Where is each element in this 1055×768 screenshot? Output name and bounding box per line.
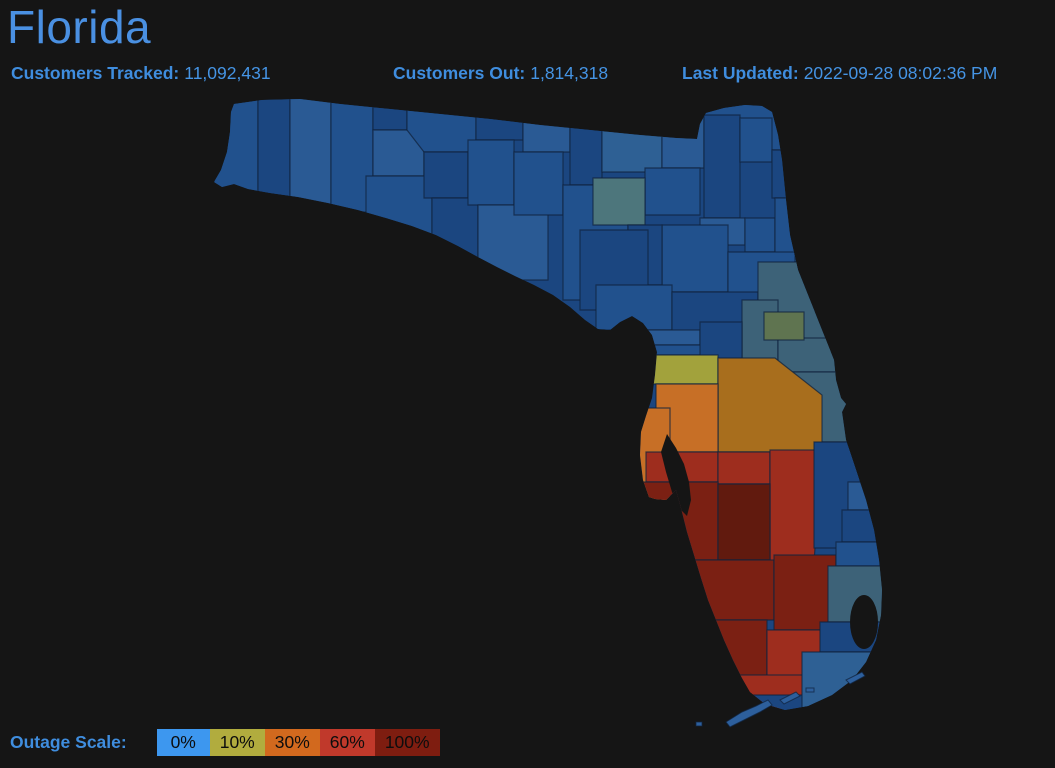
county-madison[interactable] <box>601 104 663 173</box>
county-duval[interactable] <box>771 149 841 199</box>
county-gulf[interactable] <box>431 197 479 259</box>
county-hernando[interactable] <box>636 344 707 356</box>
county-st-lucie[interactable] <box>841 509 915 543</box>
county-franklin[interactable] <box>477 204 549 281</box>
county-bay[interactable] <box>365 175 433 241</box>
outage-scale-label: Outage Scale: <box>10 732 127 752</box>
legend-swatch-100: 100% <box>374 729 440 756</box>
county-brevard[interactable] <box>847 344 925 483</box>
county-monroe-keys[interactable] <box>695 671 866 728</box>
legend-swatch-10: 10% <box>209 729 265 756</box>
county-wakulla[interactable] <box>513 151 564 216</box>
county-citrus[interactable] <box>633 329 701 346</box>
county-okaloosa[interactable] <box>289 92 332 207</box>
county-calhoun[interactable] <box>423 151 469 199</box>
page-title: Florida <box>7 1 152 53</box>
customers-tracked-label: Customers Tracked: <box>11 63 180 83</box>
legend-swatch-0: 0% <box>156 729 210 756</box>
last-updated-value: 2022-09-28 08:02:36 PM <box>803 63 998 83</box>
customers-out-value: 1,814,318 <box>530 63 609 83</box>
county-jefferson[interactable] <box>569 92 603 186</box>
customers-out-stat: Customers Out: 1,814,318 <box>393 63 608 84</box>
county-st-johns[interactable] <box>811 197 863 286</box>
county-seminole[interactable] <box>763 311 805 341</box>
county-desoto[interactable] <box>717 483 771 561</box>
legend-swatch-30: 30% <box>264 729 320 756</box>
county-liberty[interactable] <box>467 139 515 206</box>
lake-okeechobee <box>850 595 878 649</box>
county-hardee[interactable] <box>717 451 771 485</box>
county-escambia[interactable] <box>214 92 259 197</box>
county-pasco[interactable] <box>637 354 719 385</box>
outage-scale-legend: Outage Scale: 0% 10% 30% 60% 100% <box>10 729 440 756</box>
county-baker[interactable] <box>739 117 773 163</box>
county-orange[interactable] <box>777 337 849 373</box>
county-alachua[interactable] <box>661 224 729 293</box>
county-columbia[interactable] <box>703 114 741 219</box>
county-holmes[interactable] <box>372 92 408 131</box>
customers-tracked-value: 11,092,431 <box>184 63 271 83</box>
customers-out-label: Customers Out: <box>393 63 526 83</box>
last-updated-stat: Last Updated: 2022-09-28 08:02:36 PM <box>682 63 997 84</box>
last-updated-label: Last Updated: <box>682 63 799 83</box>
county-suwannee[interactable] <box>644 167 701 216</box>
outage-scale-swatches: 0% 10% 30% 60% 100% <box>156 729 440 756</box>
county-jackson[interactable] <box>406 92 477 153</box>
county-hamilton[interactable] <box>661 107 705 169</box>
customers-tracked-stat: Customers Tracked: 11,092,431 <box>11 63 271 84</box>
county-martin[interactable] <box>835 541 910 567</box>
county-gadsden[interactable] <box>475 92 524 141</box>
county-charlotte[interactable] <box>679 559 775 621</box>
county-santa-rosa[interactable] <box>257 92 291 201</box>
legend-swatch-60: 60% <box>319 729 375 756</box>
county-lafayette[interactable] <box>592 177 646 226</box>
county-bradford[interactable] <box>744 217 776 253</box>
county-leon[interactable] <box>522 92 571 153</box>
county-miami-dade[interactable] <box>801 651 890 715</box>
county-glades[interactable] <box>773 554 837 631</box>
tampa-bay-water <box>661 434 691 516</box>
county-levy[interactable] <box>595 284 673 331</box>
county-indian-river[interactable] <box>847 481 920 511</box>
